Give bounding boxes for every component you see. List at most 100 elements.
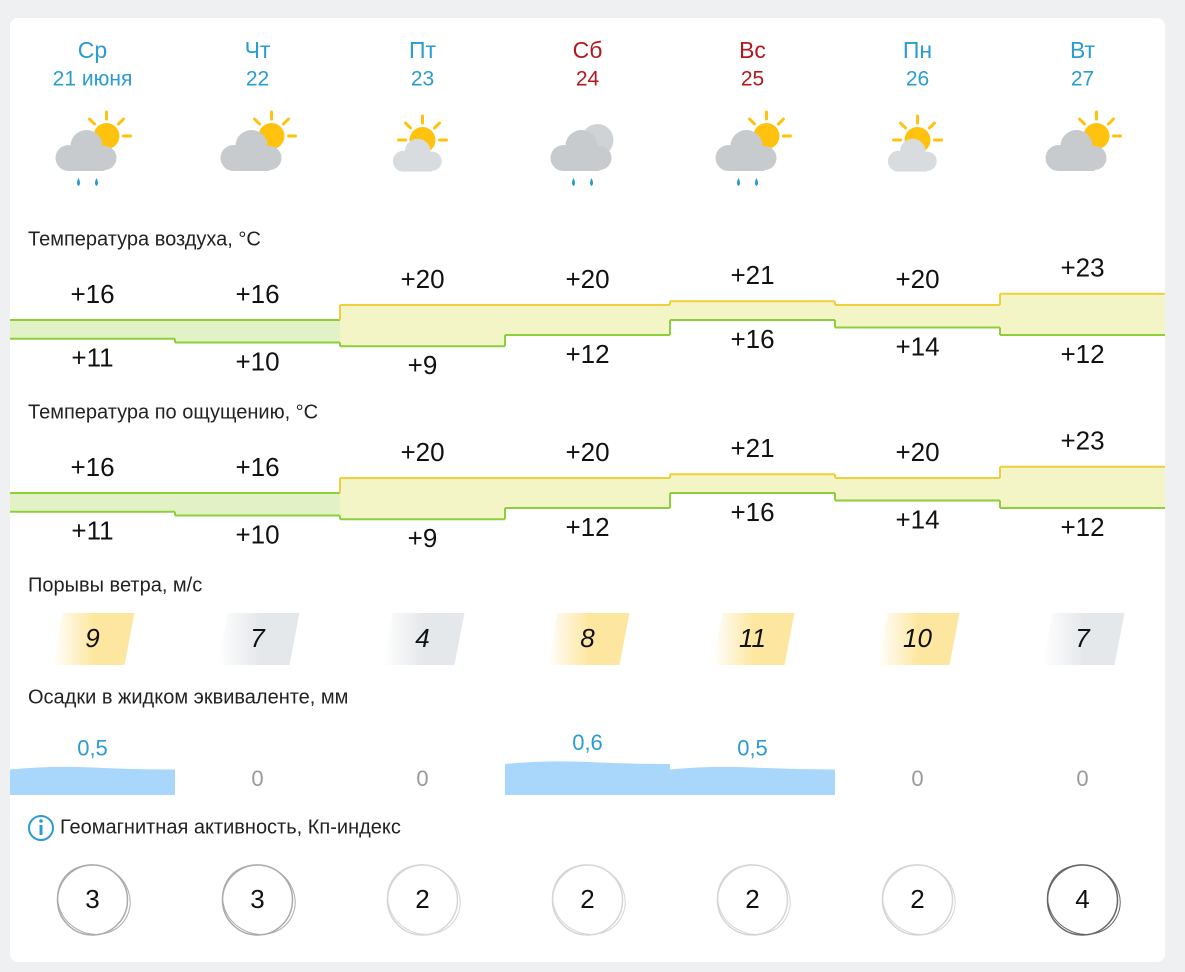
sun-ray [1107,117,1115,126]
wind-badge [382,613,465,665]
precip-value: 0,5 [77,735,108,760]
sun-ray [1078,117,1086,126]
weekday: Ср [78,37,107,63]
wind-badge [877,613,960,665]
precip-value: 0 [1076,766,1088,791]
sun-ray [88,117,96,126]
rain-drop [755,178,758,186]
cloud [403,159,433,172]
date: 23 [411,68,434,91]
kp-value: 2 [745,884,759,914]
kp-value: 2 [415,884,429,914]
wind-value: 7 [250,623,266,653]
cloud [1058,156,1095,171]
rain-drop [737,178,740,186]
section-label: Порывы ветра, м/с [28,574,202,596]
wind-value: 7 [1075,623,1091,653]
wind-badge [712,613,795,665]
info-icon[interactable] [28,815,54,841]
kp-value: 4 [1075,884,1089,914]
precip-value: 0,6 [572,730,603,755]
temp-band [670,474,835,493]
sun-ray [253,117,261,126]
wind-value: 10 [903,623,932,653]
temp-max: +20 [400,264,444,294]
section-label: Геомагнитная активность, Кп-индекс [60,816,401,838]
temp-min: +9 [408,523,438,553]
cloud [898,159,928,172]
temp-min: +9 [408,350,438,380]
wind-value: 9 [85,623,99,653]
precip-bar [10,766,175,795]
weather-icon [887,114,943,172]
date: 26 [906,68,929,91]
precip-value: 0 [416,766,428,791]
temp-max: +20 [895,437,939,467]
temp-band [835,478,1000,501]
temp-min: +10 [235,346,279,376]
sun-ray [899,121,907,130]
sun-ray [404,121,412,130]
date: 25 [741,68,764,91]
wind-badge [217,613,300,665]
sun-ray [748,117,756,126]
temp-min: +11 [71,516,113,546]
rain-drop [590,178,593,186]
rain-drop [95,178,98,186]
section-label: Температура по ощущению, °С [28,401,318,423]
kp-ring [882,864,956,935]
temp-min: +12 [565,339,609,369]
temp-max: +16 [70,452,114,482]
precip-value: 0 [251,766,263,791]
date: 27 [1071,68,1094,91]
wind-badge [547,613,630,665]
cloud [563,156,600,171]
wind-value: 11 [739,623,766,653]
date: 24 [576,68,600,91]
sun-ray [433,121,441,130]
kp-ring [717,864,791,935]
kp-ring [552,864,626,935]
precip-value: 0 [911,766,923,791]
temp-band [835,305,1000,328]
temp-min: +10 [235,519,279,549]
temp-band [1000,466,1165,508]
date: 22 [246,68,269,91]
temp-band [10,493,175,512]
temp-max: +20 [565,264,609,294]
temp-max: +20 [895,264,939,294]
temp-band [505,478,670,508]
sun-ray [777,117,785,126]
weather-icon [220,110,297,171]
weekday: Пт [409,37,437,63]
precip-bar [670,766,835,795]
temp-band [10,320,175,339]
weather-icon [550,124,614,186]
weekday: Пн [903,37,932,63]
cloud [68,156,105,171]
wind-badge [1042,613,1125,665]
section-label: Температура воздуха, °С [28,228,261,250]
cloud [728,156,765,171]
temp-max: +16 [70,279,114,309]
precip-bar [505,761,670,795]
kp-value: 3 [85,884,99,914]
weekday: Чт [245,37,271,63]
temp-band [670,301,835,320]
wind-value: 4 [415,623,429,653]
temp-min: +12 [565,512,609,542]
temp-max: +23 [1060,253,1104,283]
temp-band [175,493,340,516]
weather-icon [1045,110,1122,171]
temp-min: +11 [71,343,113,373]
kp-ring [1047,864,1121,935]
rain-drop [572,178,575,186]
temp-max: +20 [565,437,609,467]
weather-icon [55,110,132,186]
temp-band [340,305,505,347]
temp-min: +14 [895,331,939,361]
temp-min: +12 [1060,339,1104,369]
temp-max: +20 [400,437,444,467]
sun-ray [117,117,125,126]
